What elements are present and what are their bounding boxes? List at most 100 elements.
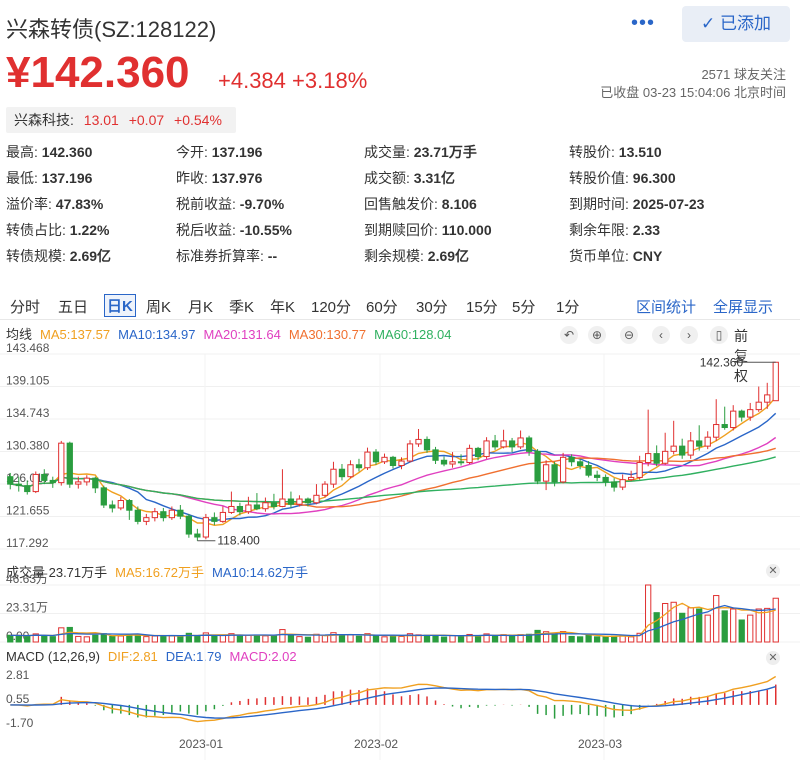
- added-to-watchlist-button[interactable]: ✓ 已添加: [682, 6, 790, 42]
- volume-bar: [645, 584, 652, 643]
- candle-body: [24, 485, 31, 493]
- followers-count[interactable]: 2571 球友关注: [701, 67, 786, 82]
- tab-4[interactable]: 月K: [188, 299, 214, 316]
- candle-body: [253, 504, 261, 510]
- stat-item: 最低: 137.196: [6, 168, 92, 188]
- more-icon[interactable]: •••: [631, 12, 656, 34]
- undo-icon[interactable]: ↶: [560, 326, 578, 344]
- volume-bar: [15, 635, 22, 643]
- tab-5[interactable]: 季K: [229, 299, 255, 316]
- tab-11[interactable]: 5分: [512, 299, 536, 316]
- tab-9[interactable]: 30分: [416, 299, 448, 316]
- candle-body: [313, 494, 320, 504]
- volume-bar: [696, 608, 703, 643]
- kline-chart[interactable]: 143.468139.105134.743130.380126.017121.6…: [0, 320, 800, 760]
- volume-ma10-line: [10, 604, 776, 637]
- stat-value: --: [267, 248, 278, 264]
- volume-bar: [296, 636, 303, 643]
- candle-body: [645, 453, 652, 464]
- stat-label: 最低:: [6, 170, 42, 186]
- candle-body: [49, 479, 56, 484]
- stat-value: 2.33: [632, 222, 661, 238]
- stat-label: 到期时间:: [569, 196, 633, 212]
- period-tabs: 分时 五日 日K 周K 月K 季K 年K 120分 60分 30分 15分 5分 1分 区间统计 全屏显示: [0, 290, 800, 320]
- stat-value: -10.55%: [239, 222, 292, 238]
- tab-1[interactable]: 五日: [58, 299, 89, 316]
- candle-body: [704, 436, 711, 447]
- tab-3[interactable]: 周K: [146, 299, 172, 316]
- candle-body: [653, 453, 660, 464]
- candle-body: [7, 476, 14, 485]
- candle-body: [415, 438, 422, 445]
- stat-value: 2025-07-23: [632, 196, 705, 212]
- tab-8[interactable]: 60分: [366, 299, 398, 316]
- tab-10[interactable]: 15分: [466, 299, 498, 316]
- underlying-stock-tag[interactable]: 兴森科技: 13.01 +0.07 +0.54%: [6, 107, 236, 133]
- date-tick-label: 2023-02: [354, 737, 398, 751]
- price-tick-label: 130.380: [6, 439, 50, 453]
- candle-body: [364, 451, 371, 469]
- volume-bar: [381, 636, 388, 643]
- date-tick-label: 2023-01: [179, 737, 223, 751]
- range-stats-link[interactable]: 区间统计: [636, 299, 697, 316]
- candle-body: [457, 461, 465, 464]
- candle-body: [670, 445, 677, 452]
- volume-bar: [287, 634, 295, 643]
- candle-body: [296, 498, 303, 505]
- volume-bar: [32, 633, 39, 643]
- candle-body: [202, 517, 210, 538]
- volume-bar: [474, 635, 482, 643]
- tab-6[interactable]: 年K: [270, 299, 296, 316]
- tab-12[interactable]: 1分: [556, 299, 580, 316]
- tab-7[interactable]: 120分: [311, 299, 352, 316]
- stat-item: 转债规模: 2.69亿: [6, 246, 111, 266]
- price-adjust-toggle[interactable]: 前复权: [734, 328, 748, 384]
- macd-tick-label: 2.81: [6, 668, 30, 682]
- close-macd-panel-icon[interactable]: ✕: [766, 651, 780, 665]
- change-percent: +3.18%: [292, 68, 368, 93]
- stat-label: 标准券折算率:: [176, 248, 268, 264]
- candle-body: [389, 456, 397, 467]
- volume-bar: [721, 610, 728, 643]
- volume-bar: [245, 634, 252, 643]
- stat-label: 溢价率:: [6, 196, 56, 212]
- tab-2[interactable]: 日K: [104, 294, 136, 317]
- stat-item: 最高: 142.360: [6, 142, 92, 162]
- high-annotation: 142.360: [700, 355, 744, 369]
- legend-item: MA20:131.64: [203, 327, 281, 342]
- volume-bar: [355, 635, 363, 643]
- candle-body: [236, 505, 244, 513]
- candle-body: [321, 483, 329, 496]
- candle-body: [713, 424, 720, 438]
- stat-item: 剩余规模: 2.69亿: [364, 246, 469, 266]
- stat-item: 成交额: 3.31亿: [364, 168, 455, 188]
- zoom-in-icon[interactable]: ⊕: [588, 326, 606, 344]
- volume-bar: [75, 635, 82, 643]
- stat-value: 137.196: [211, 144, 263, 160]
- stat-label: 税前收益:: [176, 196, 240, 212]
- zoom-out-icon[interactable]: ⊖: [620, 326, 638, 344]
- volume-bar: [83, 636, 90, 643]
- stat-label: 剩余规模:: [364, 248, 428, 264]
- volume-tick-label: 46.63万: [6, 572, 48, 586]
- volume-bar: [764, 607, 771, 643]
- tab-0[interactable]: 分时: [10, 299, 41, 316]
- volume-bar: [432, 634, 439, 643]
- candle-width-icon[interactable]: ▯: [710, 326, 728, 344]
- candle-body: [330, 468, 337, 485]
- volume-bar: [168, 635, 175, 643]
- stat-value: -9.70%: [239, 196, 285, 212]
- stat-item: 转债占比: 1.22%: [6, 220, 109, 240]
- stat-value: 1.22%: [69, 222, 110, 238]
- scroll-left-icon[interactable]: ‹: [652, 326, 670, 344]
- stat-label: 转债占比:: [6, 222, 70, 238]
- stat-item: 税后收益: -10.55%: [176, 220, 292, 240]
- close-volume-panel-icon[interactable]: ✕: [766, 564, 780, 578]
- candle-body: [398, 460, 405, 467]
- fullscreen-link[interactable]: 全屏显示: [713, 299, 774, 316]
- scroll-right-icon[interactable]: ›: [680, 326, 698, 344]
- volume-tick-label: 23.31万: [6, 601, 48, 615]
- current-price: ¥142.360: [6, 48, 190, 97]
- legend-item: MA30:130.77: [288, 327, 367, 342]
- volume-bar: [585, 634, 592, 643]
